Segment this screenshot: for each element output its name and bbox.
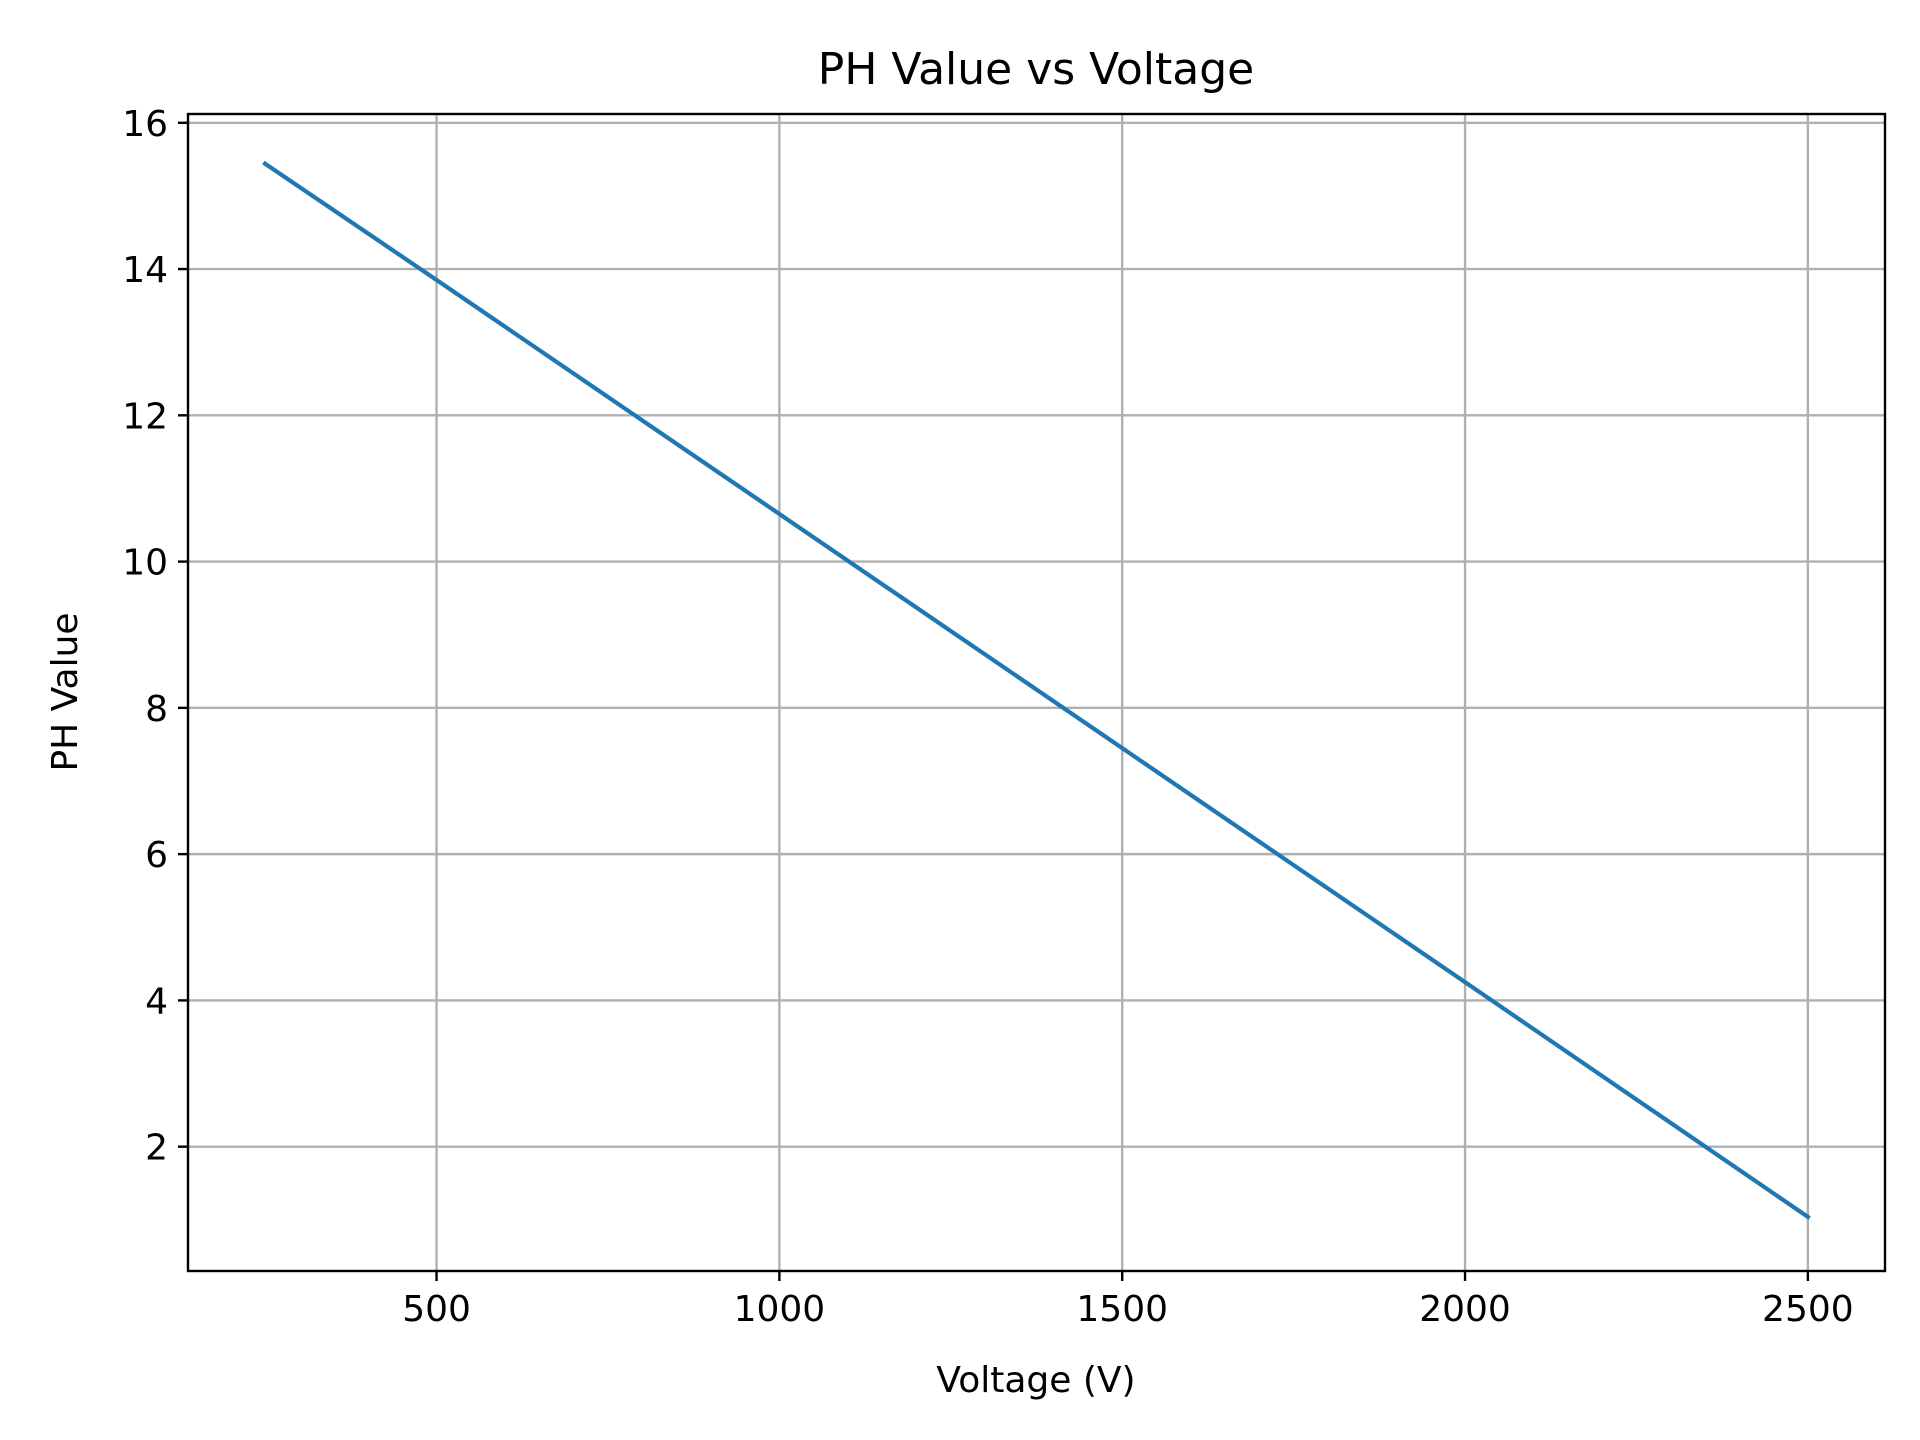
series-layer [262, 160, 1811, 1220]
x-tick-label: 2500 [1762, 1289, 1854, 1330]
y-tick-label: 8 [145, 689, 168, 730]
axes-ticks: 500 1000 1500 2000 2500 2 4 6 8 10 12 14 16 [122, 104, 1853, 1330]
y-tick-label: 10 [122, 543, 168, 584]
y-tick-label: 6 [145, 835, 168, 876]
grid [188, 114, 1885, 1271]
chart-title: PH Value vs Voltage [818, 44, 1254, 95]
x-axis-label: Voltage (V) [936, 1360, 1135, 1401]
x-tick-label: 2000 [1419, 1289, 1511, 1330]
x-tick-label: 500 [402, 1289, 471, 1330]
y-tick-label: 16 [122, 104, 168, 145]
x-tick-label: 1000 [734, 1289, 826, 1330]
plot-frame [186, 112, 1887, 1273]
series-line [262, 160, 1811, 1220]
y-tick-label: 14 [122, 250, 168, 291]
y-axis-label: PH Value [45, 612, 86, 771]
y-tick-label: 2 [145, 1128, 168, 1169]
y-tick-label: 4 [145, 981, 168, 1022]
x-tick-label: 1500 [1076, 1289, 1168, 1330]
y-tick-label: 12 [122, 396, 168, 437]
